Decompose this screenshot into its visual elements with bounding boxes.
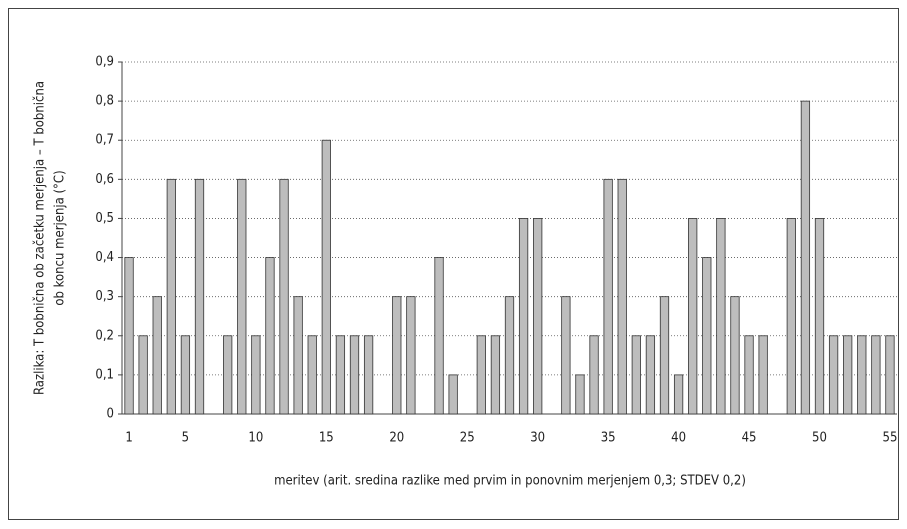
- bar: [363, 335, 374, 415]
- bar: [349, 335, 360, 415]
- y-axis-label: ob koncu merjenja (°C): [53, 170, 68, 305]
- y-tick-label: 0: [107, 407, 114, 422]
- bar: [617, 178, 627, 415]
- bar: [504, 296, 515, 415]
- bar: [673, 374, 684, 415]
- bar: [786, 218, 796, 415]
- y-tick-label: 0,2: [95, 328, 114, 343]
- x-tick-label: 25: [460, 431, 475, 446]
- bar: [645, 335, 656, 415]
- x-tick-label: 15: [319, 431, 334, 446]
- y-tick-label: 0,5: [95, 211, 114, 226]
- x-tick-label: 35: [601, 431, 616, 446]
- bar: [448, 374, 458, 415]
- y-tick-label: 0,3: [95, 289, 114, 304]
- x-axis-label: meritev (arit. sredina razlike med prvim…: [274, 474, 746, 489]
- bar: [321, 139, 331, 415]
- bar: [406, 296, 416, 415]
- bar: [871, 335, 881, 415]
- y-tick-label: 0,1: [95, 367, 114, 382]
- bar: [223, 335, 233, 415]
- x-tick-label: 50: [812, 431, 827, 446]
- bar: [688, 218, 698, 415]
- y-tick-label: 0,7: [95, 133, 114, 148]
- bar: [589, 335, 599, 415]
- bar: [307, 335, 317, 415]
- bar: [533, 218, 543, 415]
- bar: [476, 335, 486, 415]
- chart-frame: [8, 8, 899, 520]
- bar: [194, 178, 205, 415]
- y-tick-label: 0,9: [95, 55, 114, 70]
- bar: [631, 335, 641, 415]
- x-tick-label: 30: [530, 431, 545, 446]
- bar: [744, 335, 754, 415]
- y-tick-label: 0,8: [95, 94, 114, 109]
- bar: [166, 178, 176, 415]
- x-tick-label: 10: [248, 431, 263, 446]
- bar: [659, 296, 670, 415]
- bar: [561, 296, 571, 415]
- y-axis-label: Razlika: T bobnična ob začetku merjenja …: [33, 81, 48, 395]
- bar: [730, 296, 740, 415]
- bar: [124, 257, 134, 415]
- y-tick-label: 0,6: [95, 172, 114, 187]
- bar: [518, 218, 529, 415]
- bar: [603, 178, 613, 415]
- bar: [575, 374, 585, 415]
- x-tick-label: 1: [125, 431, 132, 446]
- bar: [828, 335, 839, 415]
- bar: [180, 335, 191, 415]
- bar: [293, 296, 303, 415]
- x-tick-label: 40: [671, 431, 686, 446]
- bar: [265, 257, 275, 415]
- bar: [702, 257, 712, 415]
- bar: [490, 335, 501, 415]
- bar: [716, 218, 726, 415]
- x-tick-label: 55: [883, 431, 898, 446]
- bar: [800, 100, 811, 415]
- bar: [138, 335, 148, 415]
- bar: [335, 335, 346, 415]
- bar: [857, 335, 867, 415]
- bar: [843, 335, 853, 415]
- bar: [237, 178, 247, 415]
- bar: [434, 257, 444, 415]
- bar: [392, 296, 402, 415]
- bar: [279, 178, 289, 415]
- bar: [758, 335, 768, 415]
- bar: [152, 296, 162, 415]
- x-tick-label: 5: [182, 431, 189, 446]
- bar: [814, 218, 825, 415]
- x-tick-label: 45: [742, 431, 757, 446]
- y-tick-label: 0,4: [95, 250, 114, 265]
- bar: [885, 335, 895, 415]
- x-tick-label: 20: [389, 431, 404, 446]
- bar: [251, 335, 261, 415]
